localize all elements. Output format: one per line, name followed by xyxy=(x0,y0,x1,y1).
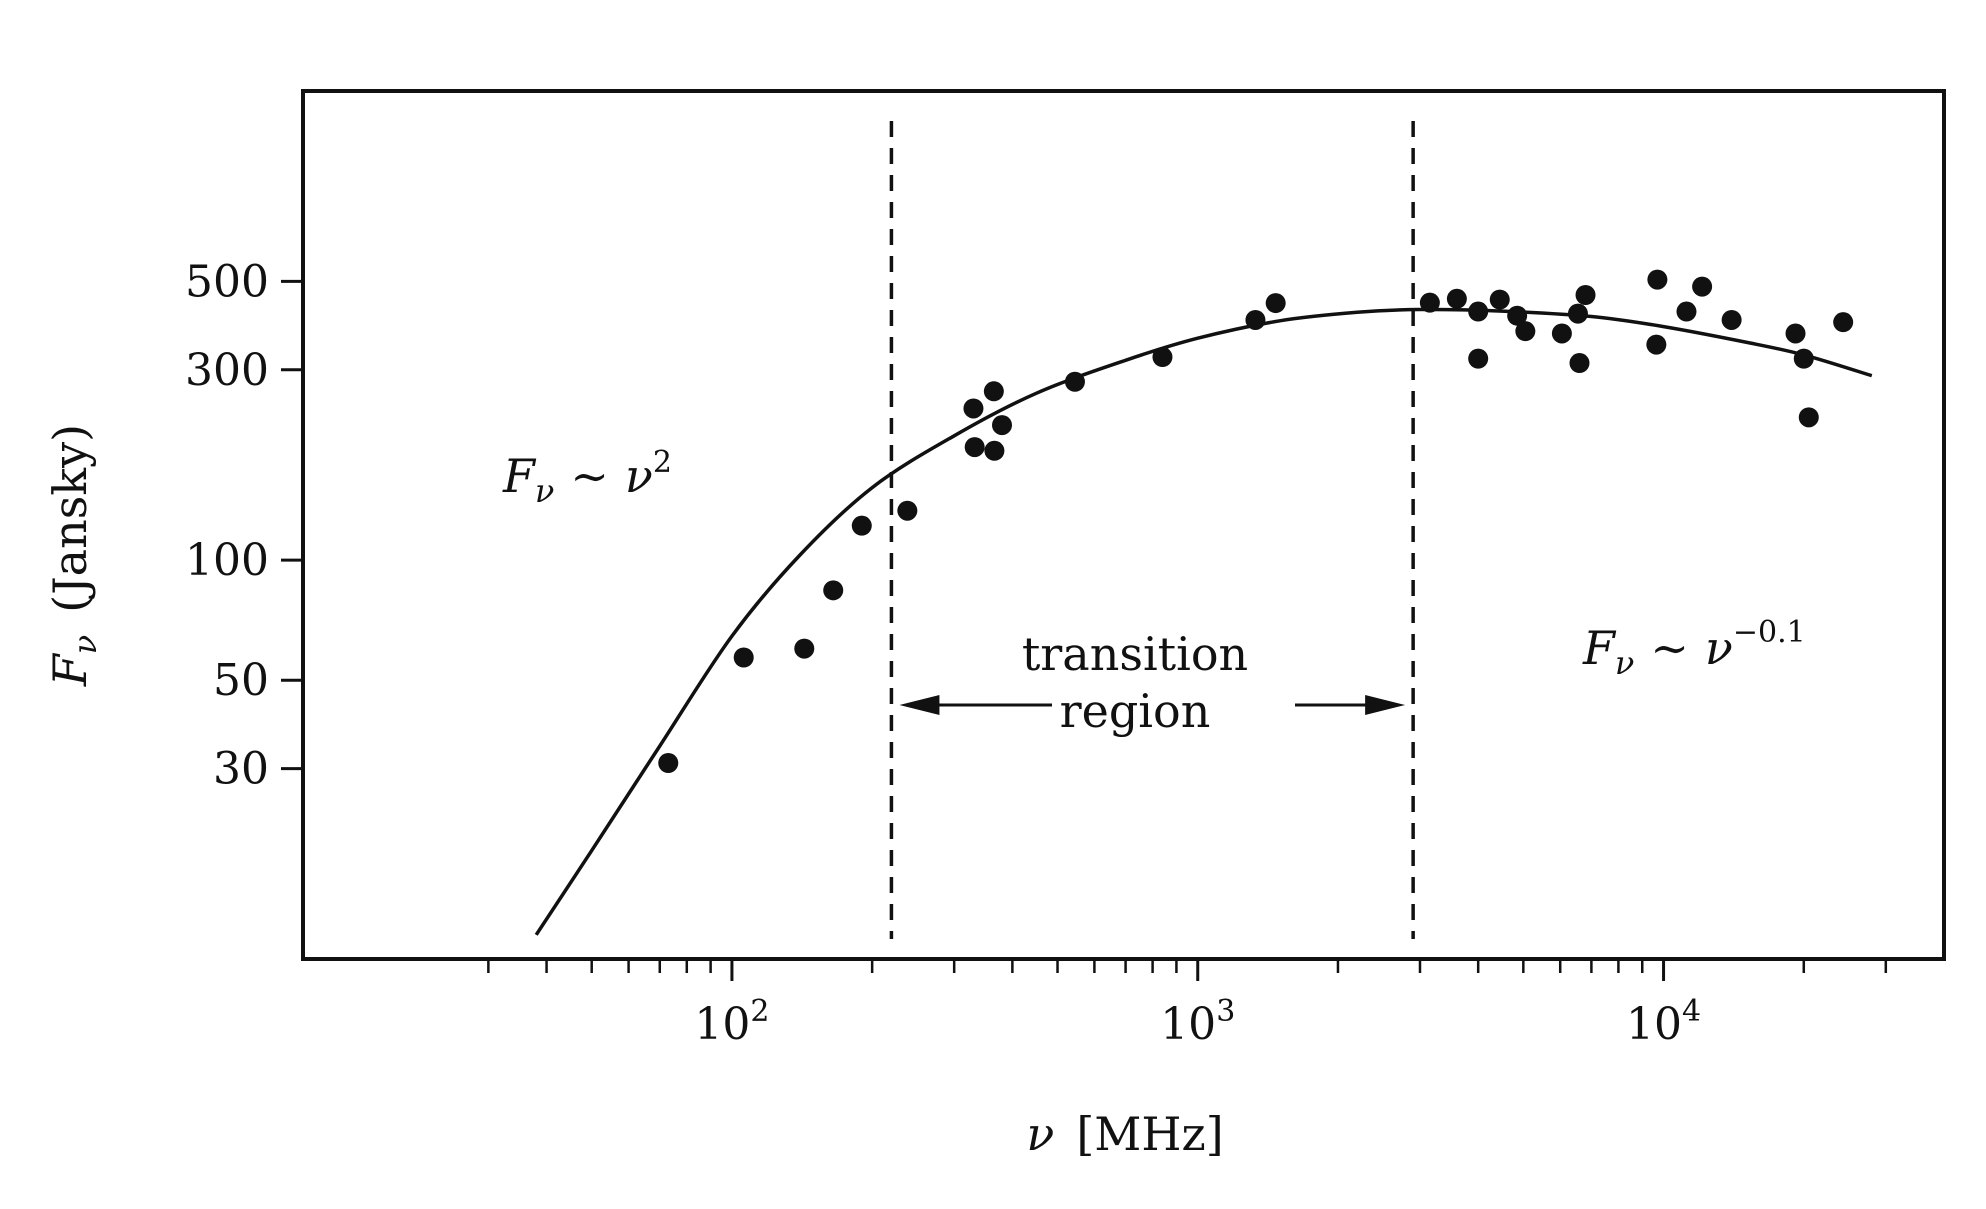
data-point xyxy=(1265,293,1286,314)
data-point xyxy=(963,398,984,419)
y-axis-label-unit: (Jansky) xyxy=(43,424,97,613)
data-point xyxy=(823,580,844,601)
data-point xyxy=(733,647,754,668)
annotation-transition-line2: region xyxy=(1060,684,1211,738)
x-tick-label-base: 10 xyxy=(1160,999,1216,1050)
x-tick-label-exp: 2 xyxy=(750,994,769,1029)
low-law-lhs: F xyxy=(502,449,537,503)
data-point xyxy=(1245,309,1266,330)
right-arrow-head xyxy=(1365,695,1406,715)
data-point xyxy=(851,515,872,536)
x-tick-label: 103 xyxy=(1160,994,1235,1050)
data-point xyxy=(1446,288,1467,309)
data-point xyxy=(1676,301,1697,322)
data-point xyxy=(1646,334,1667,355)
x-axis-label: ν [MHz] xyxy=(1026,1107,1223,1161)
transition-arrows xyxy=(899,695,1406,715)
data-point xyxy=(1152,347,1173,368)
annotation-low-frequency-law: Fν ∼ ν2 xyxy=(502,445,672,510)
data-point xyxy=(1507,305,1528,326)
data-point xyxy=(1468,301,1489,322)
y-axis-label-symbol: F xyxy=(43,652,97,687)
data-point xyxy=(1419,292,1440,313)
y-tick-label: 300 xyxy=(185,345,269,396)
plot-frame xyxy=(301,89,1946,961)
data-point xyxy=(1721,309,1742,330)
data-point xyxy=(658,753,679,774)
data-point xyxy=(794,638,815,659)
x-axis-label-symbol: ν xyxy=(1026,1107,1054,1161)
x-tick-label-base: 10 xyxy=(694,999,750,1050)
data-point xyxy=(1785,323,1806,344)
x-tick-label: 104 xyxy=(1626,994,1701,1050)
high-law-base: ν xyxy=(1705,621,1733,675)
y-axis-label-sub: ν xyxy=(66,635,104,654)
x-tick-label-exp: 4 xyxy=(1682,994,1701,1029)
y-axis-label: Fν (Jansky) xyxy=(43,424,104,687)
data-point xyxy=(1567,303,1588,324)
data-points xyxy=(658,269,1854,774)
x-tick-label: 102 xyxy=(694,994,769,1050)
annotation-transition-line1: transition xyxy=(1022,627,1248,681)
y-axis-ticks: 30 50 100 300 500 xyxy=(185,256,303,795)
y-tick-label: 50 xyxy=(213,655,269,706)
data-point xyxy=(1569,353,1590,374)
transition-boundaries xyxy=(889,121,1415,939)
low-law-base: ν xyxy=(625,449,653,503)
data-point xyxy=(1551,323,1572,344)
data-point xyxy=(1468,348,1489,369)
data-point xyxy=(1692,276,1713,297)
high-law-lhs: F xyxy=(1582,621,1617,675)
x-axis-label-unit: [MHz] xyxy=(1076,1107,1223,1161)
x-tick-label-base: 10 xyxy=(1626,999,1682,1050)
data-point xyxy=(983,381,1004,402)
data-point xyxy=(1647,269,1668,290)
annotation-high-frequency-law: Fν ∼ ν−0.1 xyxy=(1582,615,1806,682)
data-point xyxy=(1798,407,1819,428)
low-law-rel: ∼ xyxy=(570,449,609,503)
x-tick-label-exp: 3 xyxy=(1216,994,1235,1029)
y-tick-label: 30 xyxy=(213,744,269,795)
data-point xyxy=(1575,285,1596,306)
data-point xyxy=(1064,371,1085,392)
low-law-sub: ν xyxy=(535,472,554,510)
data-point xyxy=(1515,321,1536,342)
data-point xyxy=(984,440,1005,461)
data-point xyxy=(1489,289,1510,310)
data-point xyxy=(897,500,918,521)
data-point xyxy=(1793,348,1814,369)
low-law-exp: 2 xyxy=(653,445,672,480)
x-axis-ticks: 102 103 104 xyxy=(487,959,1888,1050)
high-law-sub: ν xyxy=(1615,644,1634,682)
high-law-exp: −0.1 xyxy=(1733,615,1806,650)
y-tick-label: 100 xyxy=(185,535,269,586)
y-tick-label: 500 xyxy=(185,256,269,307)
data-point xyxy=(1833,312,1854,333)
data-point xyxy=(991,415,1012,436)
high-law-rel: ∼ xyxy=(1650,621,1689,675)
data-point xyxy=(964,437,985,458)
left-arrow-head xyxy=(899,695,940,715)
